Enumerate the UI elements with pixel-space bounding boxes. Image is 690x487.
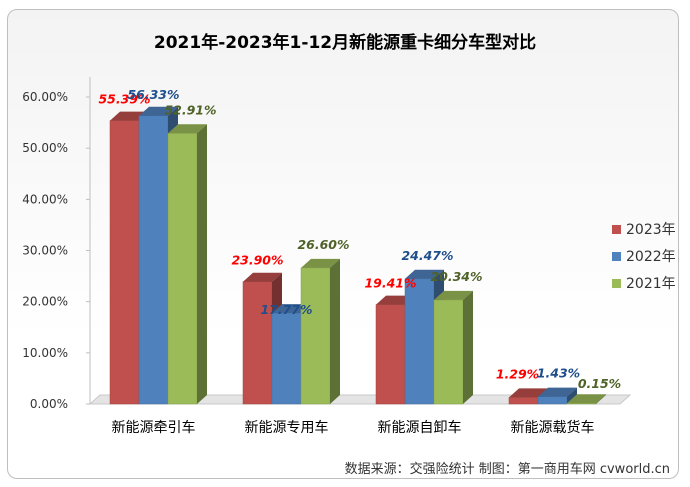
y-tick-label: 20.00% [22, 295, 68, 309]
y-tick-label: 60.00% [22, 90, 68, 104]
x-tick-label: 新能源载货车 [511, 419, 595, 436]
bar-top [538, 387, 577, 397]
bar-side [197, 124, 207, 405]
y-tick-label: 0.00% [30, 397, 68, 411]
bar-side [463, 290, 473, 404]
data-label: 26.60% [297, 237, 349, 252]
data-label: 24.47% [401, 248, 453, 263]
x-tick-label: 新能源自卸车 [378, 419, 462, 436]
x-tick-label: 新能源牵引车 [112, 419, 196, 436]
data-label: 56.33% [127, 87, 179, 102]
source-note: 数据来源：交强险统计 制图：第一商用车网 cvworld.cn [345, 461, 670, 477]
legend-label: 2023年 [626, 222, 676, 238]
bar-side [330, 258, 340, 404]
bar [537, 387, 577, 405]
x-tick-label: 新能源专用车 [245, 419, 329, 436]
bar-front [242, 281, 273, 405]
bar-front [404, 278, 435, 405]
y-tick-label: 50.00% [22, 141, 68, 155]
data-label: 23.90% [231, 253, 283, 268]
bars [109, 106, 606, 405]
legend-swatch [612, 279, 621, 288]
data-label: 17.77% [260, 302, 312, 317]
legend: 2023年 2022年 2021年 [612, 222, 676, 292]
legend-swatch [612, 252, 621, 261]
data-label: 0.15% [578, 376, 621, 391]
bar-front [375, 304, 406, 405]
data-label: 52.91% [164, 102, 216, 117]
bar-front [167, 133, 198, 405]
bar-front [300, 267, 331, 405]
bar-top [567, 394, 606, 404]
data-labels: 55.39%56.33%52.91% 23.90% 17.77% 26.60% 19.4… [98, 87, 621, 391]
bar-front [433, 299, 464, 405]
data-label: 1.29% [496, 366, 539, 381]
bar [566, 394, 606, 405]
y-tick-label: 10.00% [22, 346, 68, 360]
bar [433, 290, 473, 405]
legend-label: 2021年 [626, 276, 676, 292]
bar-side [567, 387, 577, 404]
bar-front [271, 312, 302, 405]
bar-front [508, 397, 539, 405]
bar-top [168, 124, 207, 134]
bar-top [243, 272, 282, 282]
legend-label: 2022年 [626, 249, 676, 265]
data-label: 1.43% [537, 366, 580, 381]
bar [300, 258, 340, 405]
y-axis: 0.00% 10.00% 20.00% 30.00% 40.00% 50.00% 60.00… [22, 77, 91, 411]
bar-top [301, 258, 340, 268]
data-label: 20.34% [430, 269, 482, 284]
bar-front [138, 115, 169, 405]
bar-side [596, 394, 606, 404]
bar-front [109, 120, 140, 405]
chart-title: 2021年-2023年1-12月新能源重卡细分车型对比 [154, 32, 536, 53]
bar-top [139, 106, 178, 116]
bar-top [405, 269, 444, 279]
data-label: 55.39% [98, 92, 150, 107]
bar-front [566, 402, 597, 405]
y-tick-label: 40.00% [22, 192, 68, 206]
x-axis: 新能源牵引车 新能源专用车 新能源自卸车 新能源载货车 [112, 419, 595, 436]
bar-top [434, 290, 473, 300]
data-label: 19.41% [364, 276, 416, 291]
legend-swatch [612, 225, 621, 234]
y-tick-label: 30.00% [22, 244, 68, 258]
bar-top [509, 388, 548, 398]
bar-front [537, 396, 568, 405]
bar [167, 124, 207, 405]
